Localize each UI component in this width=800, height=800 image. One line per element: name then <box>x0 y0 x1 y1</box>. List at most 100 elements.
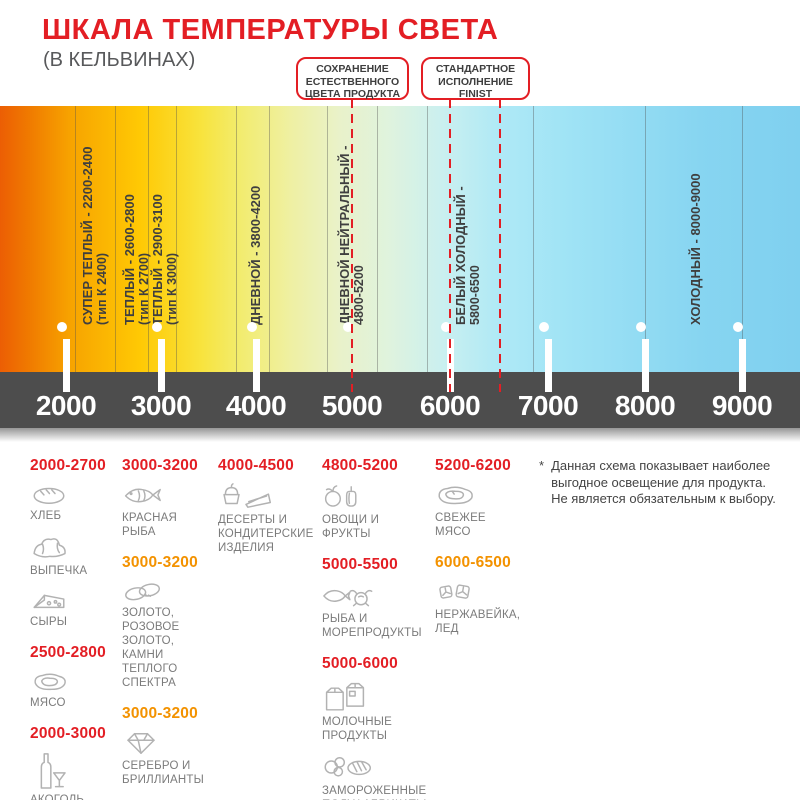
footnote-asterisk: * <box>539 458 545 473</box>
scale-marker-stem <box>252 339 260 392</box>
section-label-line: ТЕПЛЫЙ - 2900-3100 <box>150 194 165 325</box>
callout-line: СОХРАНЕНИЕ <box>316 63 389 75</box>
callout-line: ЦВЕТА ПРОДУКТА <box>304 88 401 100</box>
section-divider <box>645 106 646 372</box>
scale-section-label: ТЕПЛЫЙ - 2600-2800 (тип К 2700) <box>122 194 152 325</box>
callout-line: ИСПОЛНЕНИЕ <box>438 75 513 88</box>
scale-marker-4000 <box>247 322 257 332</box>
axis-tick-7000: 7000 <box>517 390 579 421</box>
croissant-icon <box>30 533 118 561</box>
kelvin-axis-bar: 2000 3000 4000 5000 6000 7000 8000 9000 <box>0 372 800 428</box>
kelvin-range-heading: 4800-5200 <box>322 457 398 474</box>
callout-line: FINIST <box>458 88 493 100</box>
gold-rings-icon <box>122 579 216 603</box>
item-label: ВЫПЕЧКА <box>30 565 88 577</box>
callout-pointer-line <box>449 99 451 392</box>
section-label-line: ТЕПЛЫЙ - 2600-2800 <box>122 194 137 325</box>
callout-pointer-line <box>351 99 353 392</box>
recommendation-item: КРАСНАЯ РЫБА <box>122 482 216 539</box>
scale-section-label: ТЕПЛЫЙ - 2900-3100 (тип К 3000) <box>150 194 180 325</box>
bread-icon <box>30 482 118 506</box>
item-label: ОВОЩИ И ФРУКТЫ <box>322 514 380 540</box>
callout-line: СТАНДАРТНОЕ <box>435 63 516 75</box>
recommendation-column: 4800-5200 ОВОЩИ И ФРУКТЫ 5000-5500 РЫБА И МОР… <box>322 457 440 800</box>
recommendation-item: ДЕСЕРТЫ И КОНДИТЕРСКИЕ ИЗДЕЛИЯ <box>218 482 320 555</box>
scale-marker-stem <box>544 339 552 392</box>
item-label: РЫБА И МОРЕПРОДУКТЫ <box>322 613 422 639</box>
scale-marker-3000 <box>152 322 162 332</box>
meat-icon <box>30 669 118 693</box>
item-label: КРАСНАЯ РЫБА <box>122 512 178 538</box>
kelvin-range-heading: 4000-4500 <box>218 457 294 474</box>
item-label: МЯСО <box>30 697 66 709</box>
kelvin-range-heading: 5200-6200 <box>435 457 511 474</box>
recommendation-column: 3000-3200 КРАСНАЯ РЫБА 3000-3200 ЗОЛОТО, РОЗО… <box>122 457 216 797</box>
scale-marker-5000 <box>343 322 353 332</box>
recommendation-item: СЫРЫ <box>30 588 118 629</box>
kelvin-range-heading: 2000-3000 <box>30 725 106 742</box>
ice-icon <box>435 579 535 605</box>
axis-shadow <box>0 428 800 442</box>
recommendation-item: СЕРЕБРО И БРИЛЛИАНТЫ <box>122 730 216 787</box>
section-label-line: ДНЕВНОЙ - 3800-4200 <box>248 185 263 325</box>
scale-section-label: ДНЕВНОЙ - 3800-4200 <box>248 186 263 325</box>
kelvin-range-heading: 5000-5500 <box>322 556 398 573</box>
section-label-subline: (тип К 3000) <box>165 252 179 325</box>
recommendation-item: СВЕЖЕЕ МЯСО <box>435 482 535 539</box>
item-label: АКОГОЛЬ <box>30 794 85 800</box>
produce-icon <box>322 482 440 510</box>
callout-standard-finist: СТАНДАРТНОЕ ИСПОЛНЕНИЕ FINIST <box>421 57 530 100</box>
footnote: * Данная схема показывает наиболее выгод… <box>539 458 784 508</box>
callout-natural-color: СОХРАНЕНИЕ ЕСТЕСТВЕННОГО ЦВЕТА ПРОДУКТА <box>296 57 409 100</box>
axis-tick-6000: 6000 <box>419 390 481 421</box>
section-divider <box>533 106 534 372</box>
section-divider <box>269 106 270 372</box>
section-label-line: ДНЕВНОЙ НЕЙТРАЛЬНЫЙ - <box>337 145 352 325</box>
scale-marker-8000 <box>636 322 646 332</box>
section-label-subline: (тип К 2400) <box>95 252 109 325</box>
scale-marker-stem <box>62 339 70 392</box>
section-label-line: ХОЛОДНЫЙ - 8000-9000 <box>688 173 703 325</box>
section-divider <box>377 106 378 372</box>
scale-marker-stem <box>157 339 165 392</box>
axis-tick-3000: 3000 <box>130 390 192 421</box>
kelvin-range-heading: 6000-6500 <box>435 554 511 571</box>
item-label: СЕРЕБРО И БРИЛЛИАНТЫ <box>122 760 205 786</box>
recommendation-item: АКОГОЛЬ <box>30 750 118 800</box>
scale-section-label: СУПЕР ТЕПЛЫЙ - 2200-2400 (тип К 2400) <box>80 147 110 325</box>
kelvin-range-heading: 3000-3200 <box>122 705 198 722</box>
section-divider <box>115 106 116 372</box>
red-fish-icon <box>122 482 216 508</box>
footnote-text: Данная схема показывает наиболее выгодно… <box>551 458 776 506</box>
section-label-line: БЕЛЫЙ ХОЛОДНЫЙ - <box>453 186 468 325</box>
section-divider <box>148 106 149 372</box>
scale-marker-stem <box>738 339 746 392</box>
axis-tick-4000: 4000 <box>225 390 287 421</box>
section-divider <box>176 106 177 372</box>
scale-section-label: БЕЛЫЙ ХОЛОДНЫЙ -5800-6500 <box>453 186 483 325</box>
axis-tick-9000: 9000 <box>711 390 773 421</box>
kelvin-gradient-bar <box>0 106 800 372</box>
section-label-subline: 4800-5200 <box>352 265 366 325</box>
item-label: ЗОЛОТО, РОЗОВОЕ ЗОЛОТО, КАМНИ ТЕПЛОГО СПЕКТ… <box>122 607 180 689</box>
page-title: ШКАЛА ТЕМПЕРАТУРЫ СВЕТА <box>42 14 499 46</box>
scale-marker-2000 <box>57 322 67 332</box>
seafood-icon <box>322 581 440 609</box>
recommendation-item: МЯСО <box>30 669 118 710</box>
scale-section-label: ХОЛОДНЫЙ - 8000-9000 <box>688 173 703 325</box>
alcohol-icon <box>30 750 118 790</box>
recommendation-item: ОВОЩИ И ФРУКТЫ <box>322 482 440 541</box>
section-label-line: СУПЕР ТЕПЛЫЙ - 2200-2400 <box>80 146 95 325</box>
recommendation-item: ВЫПЕЧКА <box>30 533 118 578</box>
section-divider <box>236 106 237 372</box>
page-subtitle: (В КЕЛЬВИНАХ) <box>43 49 196 71</box>
dairy-icon <box>322 680 440 712</box>
section-divider <box>327 106 328 372</box>
recommendation-item: ХЛЕБ <box>30 482 118 523</box>
item-label: ДЕСЕРТЫ И КОНДИТЕРСКИЕ ИЗДЕЛИЯ <box>218 514 314 554</box>
kelvin-range-heading: 3000-3200 <box>122 554 198 571</box>
recommendation-column: 4000-4500 ДЕСЕРТЫ И КОНДИТЕРСКИЕ ИЗДЕЛИЯ <box>218 457 320 565</box>
item-label: СВЕЖЕЕ МЯСО <box>435 512 486 538</box>
recommendation-column: 2000-2700 ХЛЕБ ВЫПЕЧКА СЫРЫ 2500-2800 МЯСО 200… <box>30 457 118 800</box>
